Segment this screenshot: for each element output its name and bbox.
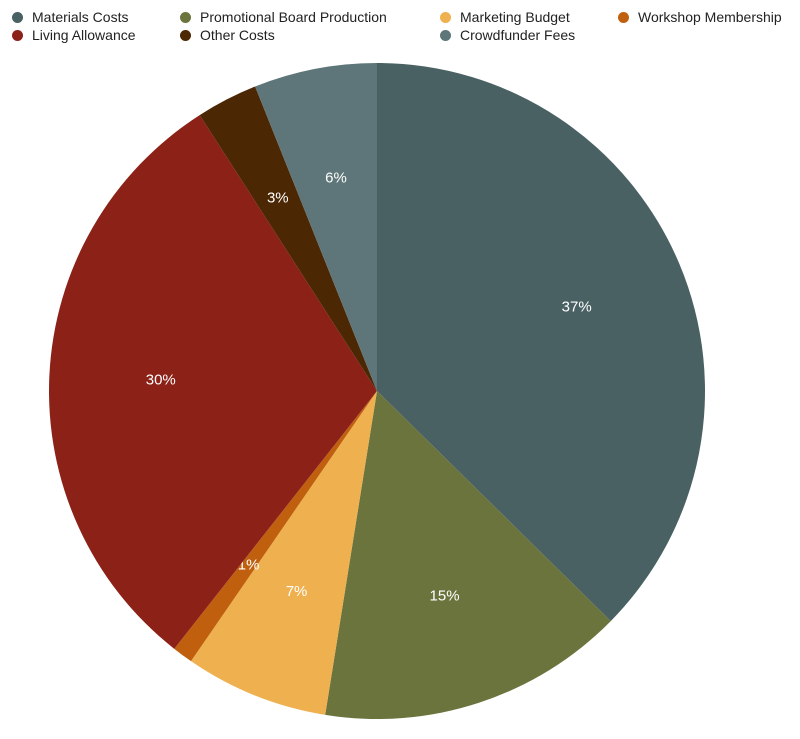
legend-swatch bbox=[12, 29, 23, 41]
legend-swatch bbox=[180, 29, 191, 41]
legend-item-workshop-membership: Workshop Membership bbox=[618, 8, 782, 26]
pie-slice-promotional-board-production bbox=[325, 391, 611, 719]
legend-item-marketing-budget: Marketing Budget bbox=[440, 8, 570, 26]
legend-label: Promotional Board Production bbox=[200, 9, 387, 25]
legend-label: Materials Costs bbox=[32, 9, 129, 25]
pie-slice-crowdfunder-fees bbox=[255, 63, 377, 391]
legend-swatch bbox=[440, 11, 451, 23]
legend-swatch bbox=[618, 11, 629, 23]
legend-label: Living Allowance bbox=[32, 27, 136, 43]
pie-slice-marketing-budget bbox=[191, 391, 377, 715]
chart-legend: Materials Costs Promotional Board Produc… bbox=[0, 0, 800, 48]
pie-slice-living-allowance bbox=[48, 115, 377, 649]
slice-value-label: 37% bbox=[562, 298, 592, 315]
legend-label: Marketing Budget bbox=[460, 9, 570, 25]
legend-item-living-allowance: Living Allowance bbox=[12, 26, 136, 44]
slice-value-label: 15% bbox=[430, 588, 460, 605]
legend-swatch bbox=[440, 29, 451, 41]
pie-slice-workshop-membership bbox=[174, 391, 377, 662]
legend-item-materials-costs: Materials Costs bbox=[12, 8, 128, 26]
legend-label: Workshop Membership bbox=[638, 9, 782, 25]
legend-label: Other Costs bbox=[200, 27, 275, 43]
legend-swatch bbox=[12, 11, 23, 23]
slice-value-label: 7% bbox=[286, 583, 308, 600]
pie-slice-other-costs bbox=[199, 86, 377, 392]
legend-item-other-costs: Other Costs bbox=[180, 26, 275, 44]
legend-label: Crowdfunder Fees bbox=[460, 27, 576, 43]
legend-swatch bbox=[180, 11, 191, 23]
legend-item-promotional-board-production: Promotional Board Production bbox=[180, 8, 387, 26]
slice-value-label: 30% bbox=[146, 372, 176, 389]
slice-value-label: 3% bbox=[267, 190, 289, 207]
pie-slice-materials-costs bbox=[377, 63, 705, 622]
legend-item-crowdfunder-fees: Crowdfunder Fees bbox=[440, 26, 575, 44]
slice-value-label: 6% bbox=[325, 169, 347, 186]
